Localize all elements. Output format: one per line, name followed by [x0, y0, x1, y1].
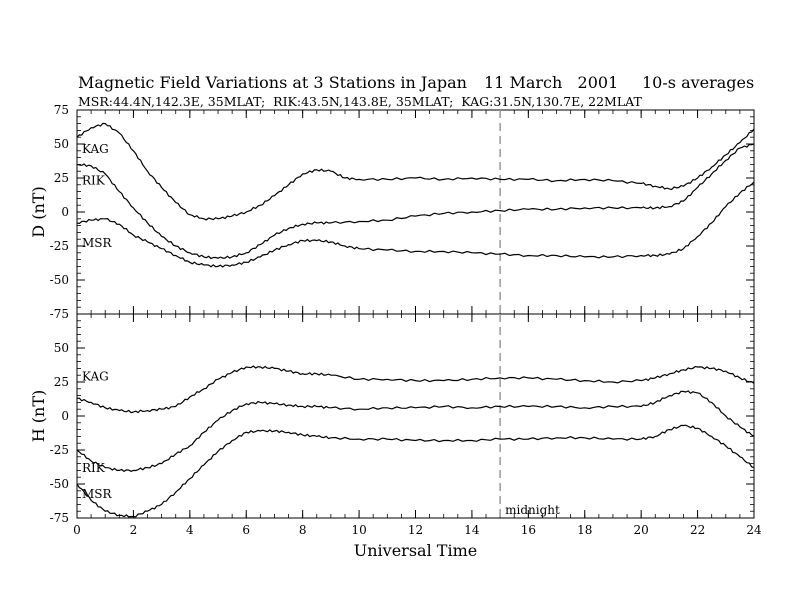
y-axis-label: D (nT) [29, 186, 48, 237]
x-tick-label: 0 [73, 523, 81, 537]
series-line-rik [76, 390, 755, 473]
y-tick-label: -75 [50, 511, 69, 525]
x-tick-label: 16 [521, 523, 536, 537]
plot-frame [76, 313, 755, 519]
y-tick-label: -75 [50, 307, 69, 321]
y-tick-label: 75 [54, 103, 69, 117]
x-tick-label: 8 [299, 523, 307, 537]
series-label-msr: MSR [82, 487, 113, 501]
d-component-panel: -75 -50 -25 0 25 50 75 D (nT) KAG RIK MSR [29, 103, 755, 321]
series-label-rik: RIK [82, 173, 106, 187]
x-tick-label: 20 [634, 523, 649, 537]
series-label-kag: KAG [82, 142, 109, 156]
y-tick-label: -50 [50, 477, 69, 491]
x-tick-label: 22 [690, 523, 705, 537]
y-tick-label: 50 [54, 341, 69, 355]
series-line-msr [76, 181, 755, 268]
y-axis-label: H (nT) [29, 390, 48, 443]
stations-line: MSR:44.4N,142.3E, 35MLAT; RIK:43.5N,143.… [78, 94, 642, 109]
figure-averaging: 10-s averages [642, 73, 754, 92]
x-tick-label: 18 [577, 523, 592, 537]
x-tick-label: 10 [351, 523, 366, 537]
series-line-kag [76, 122, 755, 221]
y-tick-label: 50 [54, 137, 69, 151]
x-axis-label: Universal Time [354, 541, 477, 560]
y-tick-label: -25 [50, 239, 69, 253]
figure-title: Magnetic Field Variations at 3 Stations … [78, 73, 467, 92]
series-label-kag: KAG [82, 369, 109, 383]
series-line-msr [76, 424, 755, 518]
y-tick-label: 25 [54, 171, 69, 185]
y-tick-label: 0 [61, 409, 69, 423]
midnight-label: midnight [505, 503, 560, 517]
x-tick-label: 2 [130, 523, 138, 537]
x-tick-label: 4 [186, 523, 194, 537]
series-label-msr: MSR [82, 236, 113, 250]
x-tick-label: 14 [464, 523, 480, 537]
y-tick-label: -50 [50, 273, 69, 287]
figure-date: 11 March 2001 [484, 73, 618, 92]
plot-frame [76, 109, 755, 315]
x-tick-label: 6 [242, 523, 250, 537]
series-line-rik [76, 143, 755, 260]
x-tick-label: 12 [408, 523, 423, 537]
y-tick-label: -25 [50, 443, 69, 457]
y-tick-label: 25 [54, 375, 69, 389]
series-line-kag [76, 365, 755, 414]
x-tick-label: 24 [746, 523, 762, 537]
y-tick-label: 0 [61, 205, 69, 219]
series-label-rik: RIK [82, 461, 106, 475]
